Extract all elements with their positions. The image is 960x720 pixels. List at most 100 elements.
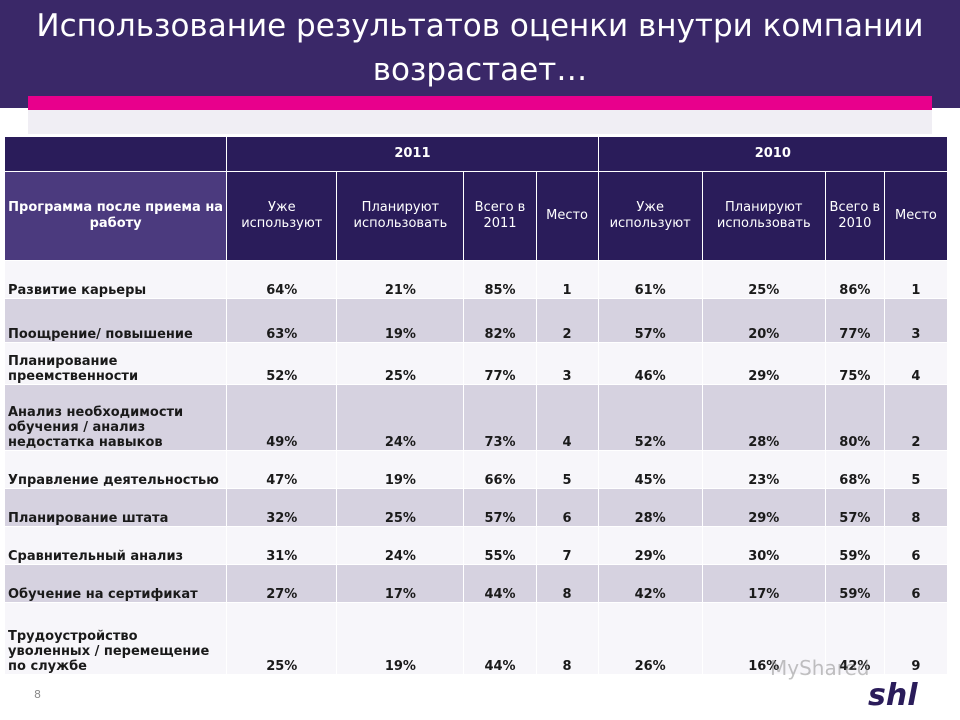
row-value-cell: 7 xyxy=(535,526,599,565)
table-row: Развитие карьеры 64% 21% 85% 1 61% 25% 86% 1 xyxy=(3,260,949,299)
row-value-cell: 25% xyxy=(701,260,826,299)
row-value-cell: 17% xyxy=(701,564,826,603)
row-value-cell: 75% xyxy=(824,342,885,385)
row-program-name: Развитие карьеры xyxy=(3,260,228,299)
table-row: Анализ необходимости обучения / анализ н… xyxy=(3,384,949,451)
row-value-cell: 2 xyxy=(535,298,599,343)
table-row: Обучение на сертификат 27% 17% 44% 8 42% 17% 59… xyxy=(3,564,949,603)
results-table: 2011 2010 Программа после приема на рабо… xyxy=(3,136,949,675)
row-value-cell: 5 xyxy=(535,450,599,489)
row-value-cell: 59% xyxy=(824,564,885,603)
row-value-cell: 57% xyxy=(597,298,703,343)
row-program-name: Планирование штата xyxy=(3,488,228,527)
col-2011-planning: Планируют использовать xyxy=(336,171,465,261)
row-value-cell: 2 xyxy=(883,384,949,451)
row-value-cell: 24% xyxy=(336,526,465,565)
row-value-cell: 8 xyxy=(535,602,599,675)
row-value-cell: 26% xyxy=(597,602,703,675)
row-value-cell: 16% xyxy=(701,602,826,675)
row-value-cell: 19% xyxy=(336,298,465,343)
row-value-cell: 19% xyxy=(336,450,465,489)
row-value-cell: 42% xyxy=(597,564,703,603)
row-value-cell: 73% xyxy=(463,384,537,451)
row-value-cell: 44% xyxy=(463,602,537,675)
row-value-cell: 9 xyxy=(883,602,949,675)
year-2010-header: 2010 xyxy=(597,136,949,172)
row-value-cell: 5 xyxy=(883,450,949,489)
program-column-header: Программа после приема на работу xyxy=(3,171,228,261)
row-value-cell: 68% xyxy=(824,450,885,489)
shl-logo: shl xyxy=(868,678,918,713)
row-value-cell: 52% xyxy=(597,384,703,451)
row-value-cell: 19% xyxy=(336,602,465,675)
row-value-cell: 59% xyxy=(824,526,885,565)
col-2010-planning: Планируют использовать xyxy=(701,171,826,261)
row-program-name: Поощрение/ повышение xyxy=(3,298,228,343)
row-value-cell: 3 xyxy=(535,342,599,385)
table-row: Поощрение/ повышение 63% 19% 82% 2 57% 20% 77% 3 xyxy=(3,298,949,343)
col-2011-rank: Место xyxy=(535,171,599,261)
table-row: Планирование преемственности 52% 25% 77% 3 46… xyxy=(3,342,949,385)
row-value-cell: 6 xyxy=(883,564,949,603)
table-row: Планирование штата 32% 25% 57% 6 28% 29% 57% 8 xyxy=(3,488,949,527)
row-value-cell: 23% xyxy=(701,450,826,489)
row-value-cell: 4 xyxy=(883,342,949,385)
row-value-cell: 66% xyxy=(463,450,537,489)
header-corner xyxy=(3,136,228,172)
row-value-cell: 28% xyxy=(597,488,703,527)
row-value-cell: 64% xyxy=(226,260,338,299)
row-value-cell: 20% xyxy=(701,298,826,343)
col-2010-rank: Место xyxy=(883,171,949,261)
row-value-cell: 85% xyxy=(463,260,537,299)
row-value-cell: 44% xyxy=(463,564,537,603)
row-program-name: Управление деятельностью xyxy=(3,450,228,489)
row-value-cell: 6 xyxy=(535,488,599,527)
row-value-cell: 24% xyxy=(336,384,465,451)
row-value-cell: 45% xyxy=(597,450,703,489)
row-value-cell: 57% xyxy=(824,488,885,527)
row-program-name: Сравнительный анализ xyxy=(3,526,228,565)
row-value-cell: 80% xyxy=(824,384,885,451)
row-value-cell: 4 xyxy=(535,384,599,451)
row-program-name: Анализ необходимости обучения / анализ н… xyxy=(3,384,228,451)
row-value-cell: 28% xyxy=(701,384,826,451)
row-value-cell: 1 xyxy=(883,260,949,299)
table-row: Сравнительный анализ 31% 24% 55% 7 29% 30% 59% 6 xyxy=(3,526,949,565)
row-value-cell: 32% xyxy=(226,488,338,527)
row-value-cell: 30% xyxy=(701,526,826,565)
row-value-cell: 29% xyxy=(597,526,703,565)
table-row: Управление деятельностью 47% 19% 66% 5 45% 23%… xyxy=(3,450,949,489)
row-value-cell: 21% xyxy=(336,260,465,299)
watermark: MyShared xyxy=(770,656,870,680)
row-value-cell: 17% xyxy=(336,564,465,603)
col-2010-using: Уже используют xyxy=(597,171,703,261)
row-value-cell: 86% xyxy=(824,260,885,299)
row-program-name: Обучение на сертификат xyxy=(3,564,228,603)
row-value-cell: 47% xyxy=(226,450,338,489)
row-program-name: Трудоустройство уволенных / перемещение … xyxy=(3,602,228,675)
row-value-cell: 57% xyxy=(463,488,537,527)
table-row: Трудоустройство уволенных / перемещение … xyxy=(3,602,949,675)
row-value-cell: 8 xyxy=(883,488,949,527)
row-value-cell: 82% xyxy=(463,298,537,343)
light-bar xyxy=(28,110,932,134)
row-program-name: Планирование преемственности xyxy=(3,342,228,385)
year-2011-header: 2011 xyxy=(226,136,599,172)
accent-bar xyxy=(28,96,932,110)
row-value-cell: 46% xyxy=(597,342,703,385)
row-value-cell: 29% xyxy=(701,488,826,527)
col-2011-total: Всего в 2011 xyxy=(463,171,537,261)
row-value-cell: 25% xyxy=(336,342,465,385)
row-value-cell: 25% xyxy=(226,602,338,675)
row-value-cell: 52% xyxy=(226,342,338,385)
row-value-cell: 77% xyxy=(824,298,885,343)
row-value-cell: 49% xyxy=(226,384,338,451)
col-2011-using: Уже используют xyxy=(226,171,338,261)
row-value-cell: 27% xyxy=(226,564,338,603)
row-value-cell: 61% xyxy=(597,260,703,299)
page-number: 8 xyxy=(34,688,41,701)
row-value-cell: 25% xyxy=(336,488,465,527)
title-banner xyxy=(0,0,960,108)
row-value-cell: 29% xyxy=(701,342,826,385)
row-value-cell: 3 xyxy=(883,298,949,343)
